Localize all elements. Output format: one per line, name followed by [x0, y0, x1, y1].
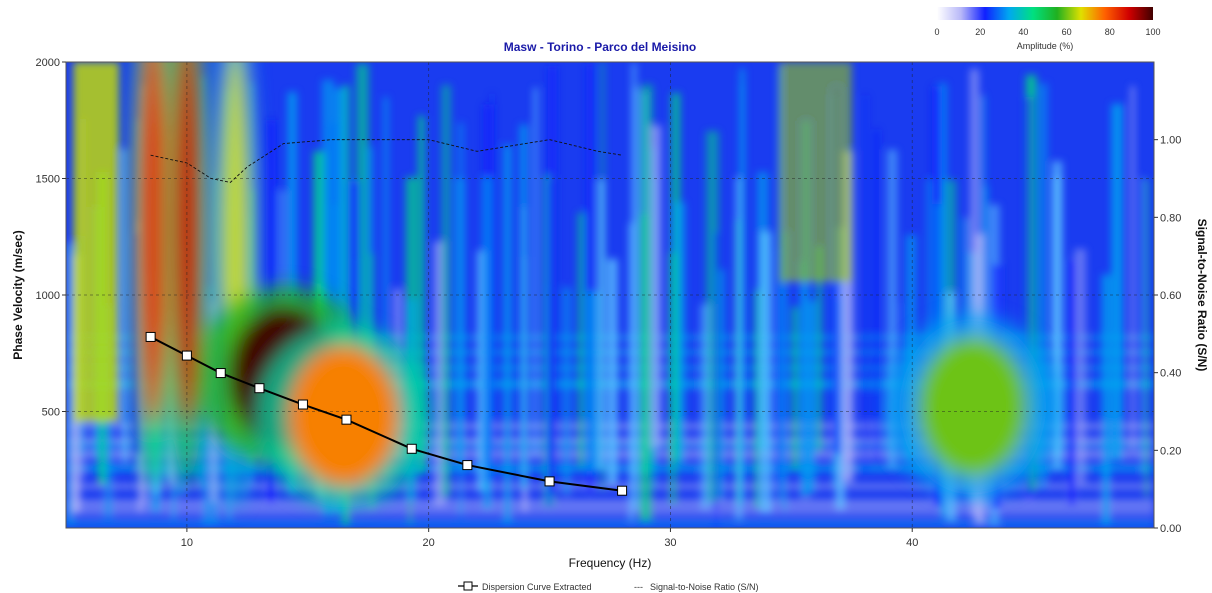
y2-tick-label: 0.20: [1160, 445, 1181, 457]
x-tick-label: 20: [423, 537, 435, 549]
y2-tick-label: 0.60: [1160, 290, 1181, 302]
dispersion-point: [181, 350, 192, 361]
dispersion-point: [617, 485, 628, 496]
colorbar-tick: 80: [1105, 27, 1115, 37]
x-tick-label: 10: [181, 537, 193, 549]
dispersion-series: [145, 331, 628, 496]
y2-tick-label: 1.00: [1160, 135, 1181, 147]
colorbar-tick: 100: [1145, 27, 1160, 37]
amplitude-heatmap: [66, 62, 1154, 527]
legend-marker-dispersion: [463, 581, 473, 591]
y-tick-label: 2000: [36, 57, 60, 69]
x-axis: 10 20 30 40: [181, 528, 918, 549]
y2-axis-label: Signal-to-Noise Ratio (S/N): [1195, 219, 1209, 372]
colorbar-ramp: [937, 7, 1153, 20]
y-tick-label: 1500: [36, 174, 60, 186]
dispersion-point: [215, 368, 226, 379]
y2-tick-label: 0.00: [1160, 523, 1181, 535]
y2-axis: 0.00 0.20 0.40 0.60 0.80 1.00: [1154, 135, 1181, 535]
dispersion-point: [254, 383, 265, 394]
x-axis-label: Frequency (Hz): [569, 556, 652, 570]
dispersion-point: [462, 460, 473, 471]
colorbar-tick: 0: [934, 27, 939, 37]
colorbar-label: Amplitude (%): [1017, 41, 1074, 51]
dispersion-point: [145, 331, 156, 342]
legend-item-snr: Signal-to-Noise Ratio (S/N): [650, 582, 759, 592]
y-axis-label: Phase Velocity (m/sec): [11, 230, 25, 359]
dispersion-point: [544, 476, 555, 487]
y-axis: 500 1000 1500 2000: [36, 57, 66, 419]
chart-title: Masw - Torino - Parco del Meisino: [504, 40, 696, 54]
dispersion-line: [150, 336, 623, 492]
y-tick-label: 1000: [36, 290, 60, 302]
dispersion-point: [341, 414, 352, 425]
y-tick-label: 500: [42, 407, 60, 419]
y2-tick-label: 0.80: [1160, 212, 1181, 224]
snr-series: [150, 139, 623, 183]
colorbar-tick: 20: [975, 27, 985, 37]
x-tick-label: 30: [664, 537, 676, 549]
colorbar-tick: 40: [1018, 27, 1028, 37]
energy-region: [139, 62, 168, 426]
legend: Dispersion Curve Extracted --- Signal-to…: [458, 581, 759, 592]
dispersion-point: [406, 443, 417, 454]
energy-region: [917, 336, 1028, 477]
colorbar-tick: 60: [1062, 27, 1072, 37]
snr-line: [150, 139, 623, 183]
colorbar: 0 20 40 60 80 100 Amplitude (%): [934, 7, 1161, 51]
y2-tick-label: 0.40: [1160, 368, 1181, 380]
x-tick-label: 40: [906, 537, 918, 549]
legend-item-dispersion: Dispersion Curve Extracted: [482, 582, 592, 592]
legend-marker-snr: ---: [634, 582, 643, 592]
dispersion-point: [297, 399, 308, 410]
